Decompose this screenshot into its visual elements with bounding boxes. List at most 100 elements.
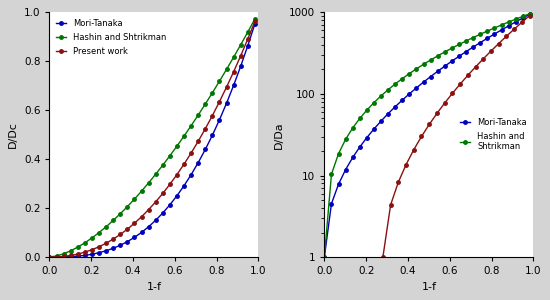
Present work: [131, 221, 138, 225]
Hashin and Shtrikman: [68, 249, 74, 253]
Line: Mori-Tanaka: Mori-Tanaka: [48, 22, 257, 259]
Mori-Tanaka: [124, 240, 131, 243]
Mori-Tanaka: [89, 253, 95, 256]
Present work: [110, 237, 117, 241]
Hashin and Shtrikman: [53, 254, 60, 258]
Hashin and Shtrikman: [96, 231, 102, 234]
Hashin and
Shtrikman: [442, 50, 448, 54]
Hashin and
Shtrikman: [434, 54, 441, 58]
Hashin and
Shtrikman: [484, 29, 491, 33]
Hashin and
Shtrikman: [328, 172, 335, 176]
Mori-Tanaka: [505, 24, 512, 28]
Present work: [46, 255, 53, 259]
Present work: [209, 114, 216, 117]
Mori-Tanaka: [53, 255, 60, 259]
Hashin and Shtrikman: [124, 205, 131, 208]
Mori-Tanaka: [74, 254, 81, 258]
Mori-Tanaka: [498, 28, 505, 32]
Mori-Tanaka: [470, 45, 476, 49]
Present work: [96, 245, 102, 248]
Hashin and Shtrikman: [103, 225, 109, 229]
Present work: [245, 37, 251, 41]
Mori-Tanaka: [399, 98, 405, 102]
Mori-Tanaka: [209, 134, 216, 137]
Mori-Tanaka: [245, 44, 251, 47]
Hashin and Shtrikman: [131, 197, 138, 201]
Present work: [230, 70, 237, 74]
Present work: [251, 20, 258, 23]
Mori-Tanaka: [251, 22, 258, 26]
Y-axis label: D/Da: D/Da: [274, 121, 284, 148]
Mori-Tanaka: [406, 92, 412, 96]
Present work: [53, 255, 60, 259]
Mori-Tanaka: [152, 218, 159, 222]
Legend: Mori-Tanaka, Hashin and
Shtrikman: Mori-Tanaka, Hashin and Shtrikman: [458, 116, 529, 154]
Hashin and Shtrikman: [117, 212, 124, 215]
Mori-Tanaka: [526, 12, 533, 16]
Mori-Tanaka: [392, 105, 399, 109]
Hashin and
Shtrikman: [456, 43, 463, 46]
Mori-Tanaka: [145, 225, 152, 229]
Line: Mori-Tanaka: Mori-Tanaka: [323, 13, 532, 259]
Mori-Tanaka: [131, 236, 138, 239]
Hashin and
Shtrikman: [420, 62, 427, 66]
Hashin and Shtrikman: [60, 252, 67, 256]
Mori-Tanaka: [442, 64, 448, 68]
Hashin and
Shtrikman: [505, 20, 512, 24]
Present work: [74, 252, 81, 256]
Hashin and Shtrikman: [110, 219, 117, 222]
Mori-Tanaka: [216, 118, 223, 122]
Mori-Tanaka: [167, 203, 173, 207]
Mori-Tanaka: [491, 32, 498, 36]
Hashin and
Shtrikman: [349, 126, 356, 130]
Hashin and Shtrikman: [46, 255, 53, 259]
Y-axis label: D/Dc: D/Dc: [8, 121, 18, 148]
Hashin and Shtrikman: [230, 55, 237, 59]
Hashin and
Shtrikman: [371, 101, 377, 104]
Mori-Tanaka: [356, 145, 363, 149]
Line: Present work: Present work: [48, 20, 257, 259]
X-axis label: 1-f: 1-f: [146, 282, 162, 292]
Mori-Tanaka: [434, 69, 441, 73]
Present work: [238, 54, 244, 58]
Hashin and
Shtrikman: [513, 17, 519, 21]
Present work: [60, 255, 67, 258]
Present work: [81, 250, 88, 254]
Mori-Tanaka: [160, 211, 166, 215]
Mori-Tanaka: [238, 64, 244, 68]
Present work: [195, 140, 201, 143]
Mori-Tanaka: [349, 156, 356, 159]
Mori-Tanaka: [195, 161, 201, 164]
Hashin and Shtrikman: [223, 68, 230, 71]
Hashin and
Shtrikman: [385, 88, 392, 92]
Hashin and Shtrikman: [181, 134, 188, 138]
Mori-Tanaka: [513, 20, 519, 24]
Present work: [188, 151, 195, 155]
Present work: [216, 100, 223, 103]
Mori-Tanaka: [427, 75, 434, 78]
Legend: Mori-Tanaka, Hashin and Shtrikman, Present work: Mori-Tanaka, Hashin and Shtrikman, Prese…: [53, 16, 169, 59]
Hashin and
Shtrikman: [364, 108, 370, 112]
Hashin and
Shtrikman: [463, 39, 469, 43]
Mori-Tanaka: [463, 50, 469, 53]
Mori-Tanaka: [456, 55, 463, 58]
Hashin and
Shtrikman: [470, 36, 476, 39]
X-axis label: 1-f: 1-f: [421, 282, 436, 292]
Mori-Tanaka: [117, 243, 124, 247]
Hashin and
Shtrikman: [413, 67, 420, 70]
Hashin and Shtrikman: [251, 17, 258, 21]
Hashin and Shtrikman: [188, 124, 195, 128]
Hashin and
Shtrikman: [427, 58, 434, 62]
Mori-Tanaka: [81, 254, 88, 257]
Mori-Tanaka: [484, 37, 491, 40]
Present work: [160, 192, 166, 195]
Mori-Tanaka: [60, 255, 67, 259]
Hashin and
Shtrikman: [498, 23, 505, 27]
Hashin and
Shtrikman: [449, 46, 455, 50]
Mori-Tanaka: [385, 112, 392, 116]
Present work: [124, 227, 131, 231]
Line: Hashin and Shtrikman: Hashin and Shtrikman: [48, 17, 257, 259]
Mori-Tanaka: [321, 255, 328, 259]
Hashin and
Shtrikman: [399, 77, 405, 80]
Hashin and Shtrikman: [138, 189, 145, 193]
